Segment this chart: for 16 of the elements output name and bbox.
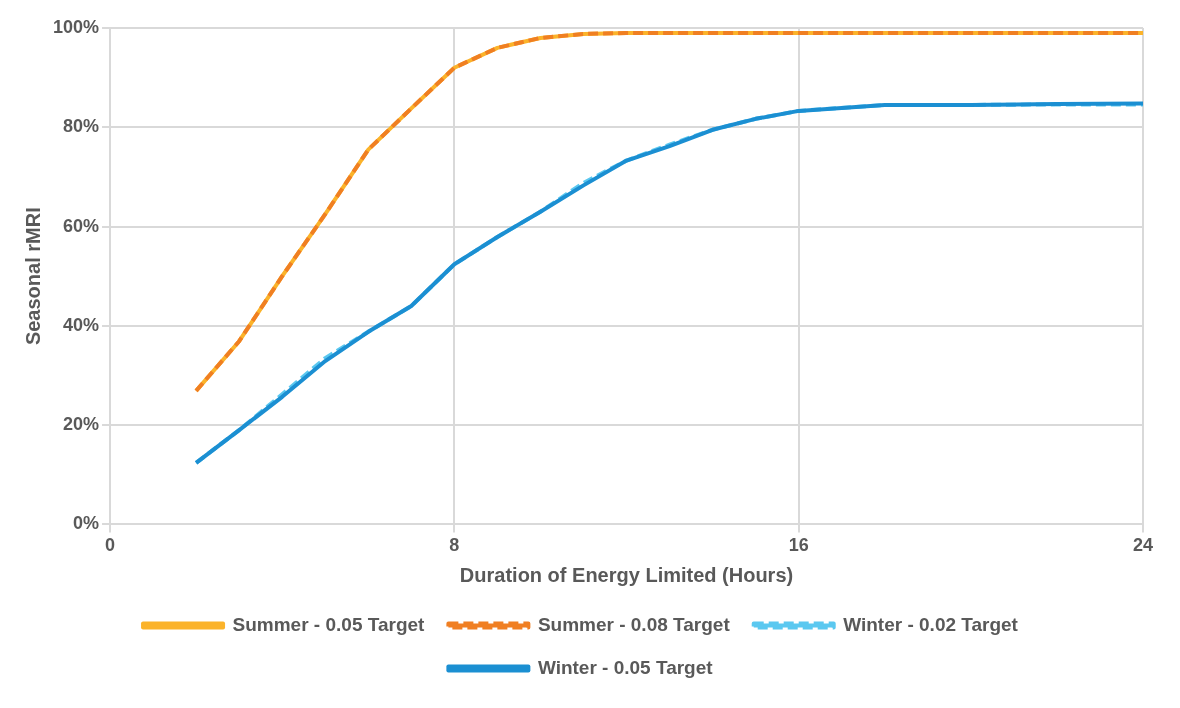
y-tick-label: 20%: [63, 414, 100, 435]
legend-label: Winter - 0.02 Target: [843, 613, 1019, 635]
legend-label: Winter - 0.05 Target: [537, 656, 714, 678]
y-tick-label: 80%: [63, 116, 100, 137]
x-tick-label: 24: [1132, 535, 1154, 556]
x-tick-label: 0: [105, 535, 116, 556]
y-tick-label: 60%: [63, 215, 100, 236]
x-tick-label: 8: [449, 535, 460, 556]
y-axis-title: Seasonal rMRI: [21, 207, 44, 346]
x-axis-title: Duration of Energy Limited (Hours): [459, 563, 794, 586]
x-tick-label: 16: [788, 535, 809, 556]
legend-label: Summer - 0.08 Target: [537, 613, 731, 635]
y-tick-label: 40%: [63, 314, 100, 335]
y-tick-label: 0%: [73, 513, 100, 534]
y-tick-label: 100%: [52, 16, 100, 37]
legend-label: Summer - 0.05 Target: [232, 613, 426, 635]
